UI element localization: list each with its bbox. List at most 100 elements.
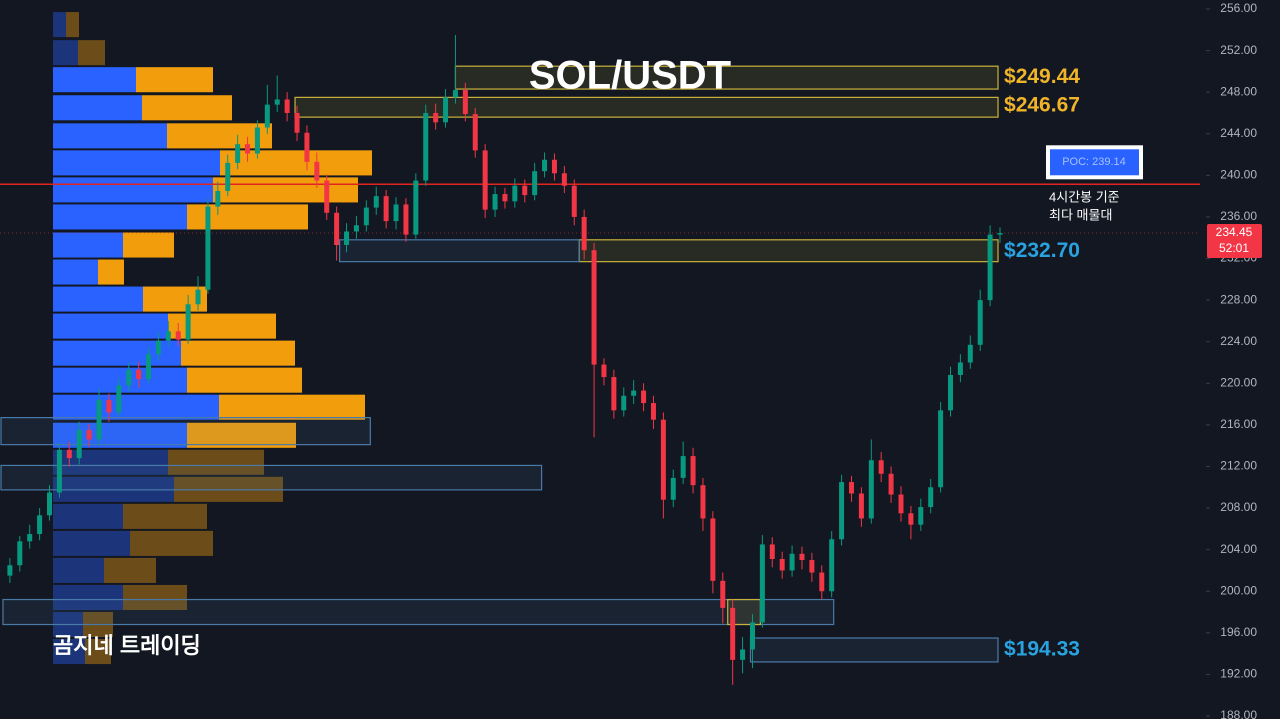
- zone-label: $246.67: [1004, 94, 1080, 117]
- candle-body: [165, 331, 171, 341]
- candle-body: [334, 212, 340, 246]
- candle-body: [146, 354, 152, 380]
- candle-body: [373, 196, 379, 208]
- candle-body: [690, 456, 696, 486]
- candle-body: [245, 144, 251, 154]
- y-tick-label: 192.00: [1220, 667, 1257, 681]
- candle-body: [76, 430, 82, 459]
- candle-body: [621, 395, 627, 411]
- profile-sell-bar: [98, 259, 124, 285]
- candle-body: [997, 233, 1003, 235]
- profile-sell-bar: [213, 177, 358, 203]
- candle-body: [542, 159, 548, 172]
- candle-body: [17, 541, 23, 566]
- candle-body: [126, 369, 132, 386]
- profile-buy-bar: [53, 639, 85, 665]
- candle-body: [413, 180, 419, 235]
- profile-sell-bar: [187, 204, 308, 230]
- candle-body: [740, 649, 746, 660]
- candle-body: [858, 493, 864, 519]
- candle-body: [462, 90, 468, 115]
- y-tick-label: 256.00: [1220, 1, 1257, 15]
- y-tick-label: 208.00: [1220, 500, 1257, 514]
- candle-body: [720, 580, 726, 608]
- zone-label: $232.70: [1004, 239, 1080, 262]
- candle-body: [363, 207, 369, 226]
- candle-body: [195, 289, 201, 305]
- profile-sell-bar: [142, 95, 232, 121]
- candle-body: [779, 559, 785, 571]
- candle-body: [393, 204, 399, 222]
- candle-body: [225, 162, 231, 191]
- candle-body: [205, 206, 211, 290]
- candle-body: [591, 250, 597, 365]
- candle-body: [324, 180, 330, 213]
- profile-buy-bar: [53, 232, 123, 258]
- profile-sell-bar: [220, 150, 372, 176]
- zone-box: [2, 598, 835, 626]
- profile-buy-bar: [53, 449, 168, 475]
- profile-sell-bar: [104, 557, 156, 583]
- y-tick-label: 224.00: [1220, 334, 1257, 348]
- candle-body: [631, 390, 637, 396]
- candle-body: [888, 473, 894, 495]
- y-tick-label: 252.00: [1220, 43, 1257, 57]
- profile-sell-bar: [219, 394, 365, 420]
- profile-sell-bar: [78, 40, 105, 66]
- candle-body: [215, 190, 221, 207]
- profile-sell-bar: [130, 530, 213, 556]
- profile-buy-bar: [53, 177, 213, 203]
- chart-title: SOL/USDT: [529, 54, 731, 98]
- candle-body: [532, 171, 538, 196]
- candle-body: [155, 340, 161, 355]
- candle-body: [680, 456, 686, 478]
- candle-body: [710, 518, 716, 581]
- poc-note: 4시간봉 기준: [1049, 190, 1120, 205]
- candle-body: [809, 560, 815, 573]
- candle-body: [264, 104, 270, 128]
- candle-body: [878, 460, 884, 474]
- candle-body: [928, 487, 934, 508]
- candle-body: [66, 449, 72, 459]
- candle-body: [344, 231, 350, 246]
- price-tag-value: 234.45: [1216, 225, 1253, 239]
- y-tick-label: 216.00: [1220, 417, 1257, 431]
- profile-sell-bar: [85, 639, 111, 665]
- y-tick-label: 200.00: [1220, 583, 1257, 597]
- profile-sell-bar: [66, 12, 79, 38]
- y-tick-label: 244.00: [1220, 126, 1257, 140]
- profile-buy-bar: [53, 40, 78, 66]
- candle-body: [304, 132, 310, 162]
- profile-buy-bar: [53, 67, 136, 93]
- zone-box: [749, 637, 999, 663]
- candle-body: [433, 112, 439, 123]
- candle-body: [37, 515, 43, 535]
- zone-label: $249.44: [1004, 65, 1080, 88]
- zone-box: [0, 417, 371, 446]
- profile-sell-bar: [123, 232, 174, 258]
- y-tick-label: 204.00: [1220, 542, 1257, 556]
- candle-body: [789, 553, 795, 571]
- candle-body: [650, 403, 656, 420]
- profile-sell-bar: [168, 313, 276, 339]
- profile-buy-bar: [53, 313, 168, 339]
- profile-buy-bar: [53, 12, 66, 38]
- poc-label: POC: 239.14: [1062, 156, 1126, 168]
- candle-body: [660, 419, 666, 500]
- zone-box: [578, 239, 999, 263]
- profile-buy-bar: [53, 286, 143, 312]
- candle-body: [27, 534, 33, 542]
- candle-body: [56, 449, 62, 493]
- y-tick-label: 248.00: [1220, 84, 1257, 98]
- candle-body: [839, 482, 845, 540]
- candle-body: [175, 331, 181, 340]
- candle-body: [908, 513, 914, 525]
- profile-sell-bar: [167, 123, 272, 149]
- candle-body: [185, 304, 191, 340]
- profile-buy-bar: [53, 123, 167, 149]
- price-tag: [1207, 224, 1262, 259]
- candle-body: [472, 114, 478, 151]
- profile-buy-bar: [53, 340, 181, 366]
- candle-body: [670, 477, 676, 500]
- candle-body: [136, 369, 142, 380]
